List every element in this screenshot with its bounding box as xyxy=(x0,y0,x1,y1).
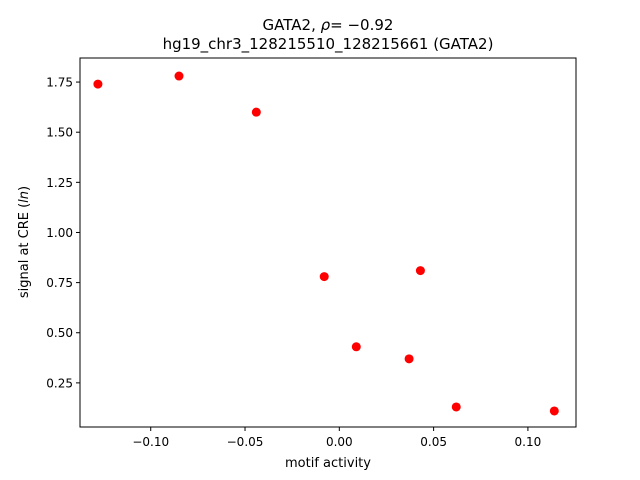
data-point xyxy=(319,272,329,282)
y-tick-label: 1.00 xyxy=(46,226,73,240)
y-tick-label: 0.25 xyxy=(46,376,73,390)
x-axis-label: motif activity xyxy=(285,456,371,471)
chart-title-prefix: GATA2, xyxy=(263,16,321,34)
y-tick-label: 0.75 xyxy=(46,276,73,290)
data-points xyxy=(93,71,559,416)
y-axis-label-prefix: signal at CRE ( xyxy=(17,203,32,298)
data-point xyxy=(174,71,184,81)
y-axis-label-suffix: ) xyxy=(17,186,32,191)
chart-title-line-1: GATA2, ρ= −0.92 xyxy=(263,16,394,34)
y-tick-label: 1.50 xyxy=(46,126,73,140)
x-axis: −0.10 −0.05 0.00 0.05 0.10 xyxy=(132,427,541,449)
x-tick-label: 0.00 xyxy=(326,435,353,449)
data-point xyxy=(351,342,361,352)
y-tick-label: 1.25 xyxy=(46,176,73,190)
x-tick-label: 0.10 xyxy=(515,435,542,449)
x-tick-label: 0.05 xyxy=(420,435,447,449)
data-point xyxy=(404,354,414,364)
data-point xyxy=(93,79,103,89)
y-tick-label: 1.75 xyxy=(46,76,73,90)
chart-title-suffix: = −0.92 xyxy=(330,16,393,34)
x-tick-label: −0.05 xyxy=(227,435,264,449)
data-point xyxy=(251,107,261,117)
data-point xyxy=(415,266,425,276)
data-point xyxy=(549,406,559,416)
y-axis-label: signal at CRE (ln) xyxy=(17,186,32,298)
y-axis-label-ln: ln xyxy=(17,191,32,203)
data-point xyxy=(451,402,461,412)
chart-title-rho: ρ xyxy=(321,16,331,34)
plot-frame xyxy=(79,57,577,428)
plot-area xyxy=(79,57,577,428)
chart-title-line-2: hg19_chr3_128215510_128215661 (GATA2) xyxy=(163,35,494,54)
y-axis: 0.25 0.50 0.75 1.00 1.25 1.50 1.75 xyxy=(46,76,80,390)
y-tick-label: 0.50 xyxy=(46,326,73,340)
x-tick-label: −0.10 xyxy=(132,435,169,449)
